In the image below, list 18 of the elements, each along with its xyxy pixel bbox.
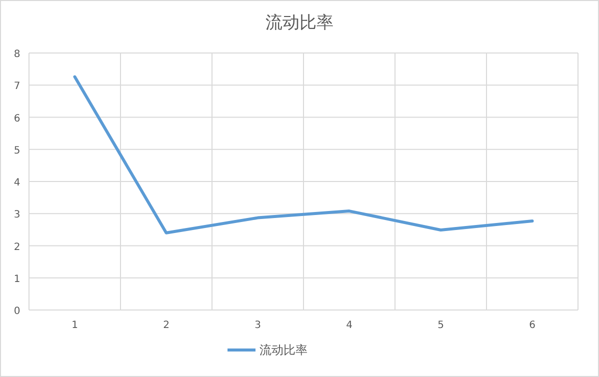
- y-tick-label: 2: [14, 242, 20, 253]
- x-tick-label: 6: [529, 320, 536, 331]
- y-tick-label: 4: [14, 178, 20, 188]
- x-tick-label: 4: [346, 320, 352, 331]
- x-tick-label: 2: [163, 320, 170, 331]
- legend-label: 流动比率: [260, 343, 308, 357]
- y-tick-label: 3: [14, 210, 20, 221]
- chart-title: 流动比率: [266, 13, 334, 33]
- y-tick-label: 5: [14, 145, 20, 156]
- x-tick-label: 5: [438, 320, 444, 331]
- y-tick-label: 7: [14, 81, 20, 92]
- y-tick-label: 1: [14, 274, 20, 285]
- y-tick-label: 6: [14, 113, 20, 124]
- line-series: [73, 75, 534, 234]
- y-tick-label: 8: [14, 49, 20, 60]
- x-tick-label: 1: [72, 320, 78, 331]
- x-tick-label: 3: [254, 320, 261, 331]
- y-tick-label: 0: [14, 306, 20, 317]
